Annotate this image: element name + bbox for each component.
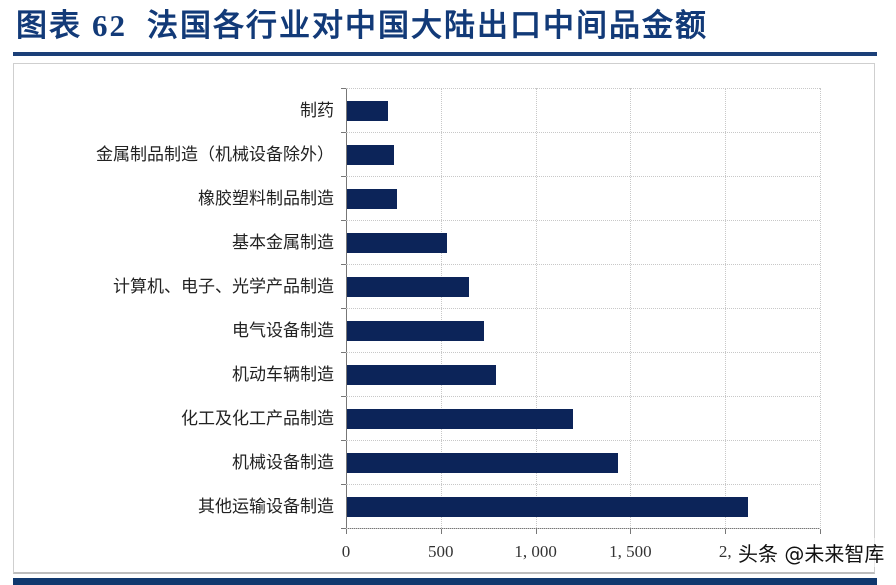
grid-line-v <box>820 88 821 528</box>
figure-number: 62 <box>92 8 127 43</box>
grid-line-h <box>346 352 820 353</box>
y-tick <box>341 176 346 177</box>
grid-line-h <box>346 396 820 397</box>
figure-title: 图表 62 法国各行业对中国大陆出口中间品金额 <box>16 4 708 48</box>
grid-line-v <box>535 88 537 528</box>
bar <box>347 365 496 385</box>
bar <box>347 101 388 121</box>
bar <box>347 409 573 429</box>
bar <box>347 497 748 517</box>
figure-label: 图表 <box>16 8 82 44</box>
y-tick <box>341 220 346 221</box>
bar <box>347 453 619 473</box>
grid-line-v <box>440 88 442 528</box>
chart-frame <box>13 63 875 574</box>
grid-line-v <box>630 88 632 528</box>
category-label: 电气设备制造 <box>232 321 334 341</box>
grid-line-h <box>346 132 820 133</box>
category-label: 橡胶塑料制品制造 <box>198 189 334 209</box>
x-tick-label: 0 <box>341 542 351 561</box>
grid-line-h <box>346 484 820 485</box>
x-tick-label: 1, 500 <box>609 542 652 561</box>
bar <box>347 233 448 253</box>
y-tick <box>341 484 346 485</box>
grid-line-h <box>346 88 820 89</box>
y-tick <box>341 440 346 441</box>
grid-line-h <box>346 176 820 177</box>
plot-area <box>341 88 821 534</box>
x-tick <box>346 529 347 534</box>
x-tick-label: 1, 000 <box>514 542 557 561</box>
y-tick <box>341 396 346 397</box>
category-label: 金属制品制造（机械设备除外） <box>96 145 334 165</box>
y-tick <box>341 308 346 309</box>
figure-title-text: 法国各行业对中国大陆出口中间品金额 <box>147 8 708 44</box>
x-tick <box>535 529 537 534</box>
category-label: 计算机、电子、光学产品制造 <box>113 277 334 297</box>
x-tick <box>820 529 821 534</box>
grid-line-v <box>725 88 727 528</box>
grid-line-h <box>346 264 820 265</box>
grid-line-h <box>346 528 820 529</box>
grid-line-h <box>346 220 820 221</box>
category-label: 机动车辆制造 <box>232 365 334 385</box>
category-label: 制药 <box>300 101 334 121</box>
category-label: 化工及化工产品制造 <box>181 409 334 429</box>
y-tick <box>341 352 346 353</box>
title-rule <box>13 52 877 56</box>
category-label: 基本金属制造 <box>232 233 334 253</box>
bar <box>347 145 395 165</box>
x-tick <box>630 529 632 534</box>
bar <box>347 277 470 297</box>
x-tick-label: 500 <box>428 542 454 561</box>
y-tick <box>341 132 346 133</box>
grid-line-h <box>346 440 820 441</box>
category-label: 机械设备制造 <box>232 453 334 473</box>
watermark: 头条 @未来智库 <box>738 538 885 567</box>
category-label: 其他运输设备制造 <box>198 497 334 517</box>
y-tick <box>341 264 346 265</box>
grid-line-h <box>346 308 820 309</box>
y-tick <box>341 528 346 529</box>
bottom-rule <box>13 578 877 585</box>
x-tick-label: 2, <box>718 542 732 561</box>
bar <box>347 189 398 209</box>
bar <box>347 321 484 341</box>
y-tick <box>341 88 346 89</box>
x-tick <box>725 529 727 534</box>
x-tick <box>440 529 442 534</box>
